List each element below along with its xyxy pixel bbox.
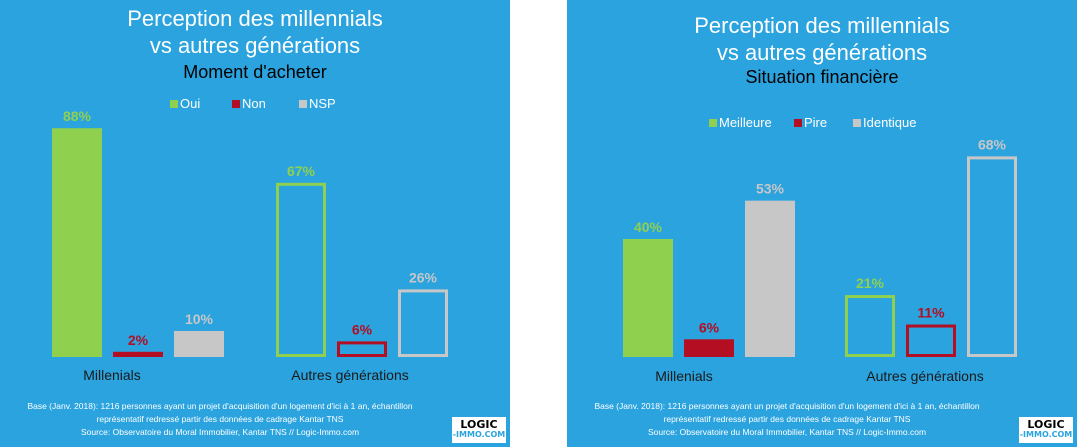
category-label-autres-generations: Autres générations xyxy=(866,368,984,384)
chart-title-line1: Perception des millennials xyxy=(694,13,950,38)
chart-panel-moment-acheter: Perception des millennials vs autres gén… xyxy=(0,0,510,447)
footnote-line: représentatif redressé partir des donnée… xyxy=(663,414,911,424)
legend-swatch-oui xyxy=(170,100,178,108)
footnote-line: représentatif redressé partir des donnée… xyxy=(96,414,344,424)
bar-autres-generations-pire xyxy=(906,324,956,357)
legend-swatch-nsp xyxy=(299,100,307,108)
category-label-millenials: Millenials xyxy=(655,368,713,384)
data-label-autres-generations-identique: 68% xyxy=(978,136,1007,152)
logic-immo-logo: LOGIC -IMMO.COM xyxy=(1019,417,1073,443)
bar-autres-generations-meilleure xyxy=(845,295,895,357)
footnote-line: Base (Janv. 2018): 1216 personnes ayant … xyxy=(594,401,980,411)
data-label-autres-generations-nsp: 26% xyxy=(409,269,438,285)
data-label-autres-generations-oui: 67% xyxy=(287,163,316,179)
data-label-millenials-nsp: 10% xyxy=(185,311,214,327)
legend-label-meilleure: Meilleure xyxy=(719,115,772,130)
bar-millenials-pire xyxy=(684,339,734,357)
chart-title-line2: vs autres générations xyxy=(149,33,361,58)
bar-autres-generations-oui xyxy=(276,182,326,357)
bar-autres-generations-non xyxy=(337,341,387,357)
chart-subtitle: Situation financière xyxy=(745,67,899,87)
data-label-millenials-meilleure: 40% xyxy=(634,219,663,235)
logo-text-line1: LOGIC xyxy=(460,418,498,431)
legend-label-non: Non xyxy=(242,96,266,111)
legend-swatch-identique xyxy=(853,119,861,127)
bar-chart-moment-acheter: Oui Non NSP 88% 2% 10% Millenials 67% 6% 26% Autre… xyxy=(52,96,448,383)
bar-millenials-meilleure xyxy=(623,239,673,357)
legend-label-identique: Identique xyxy=(863,115,917,130)
legend-label-pire: Pire xyxy=(804,115,827,130)
legend-label-oui: Oui xyxy=(180,96,200,111)
category-label-millenials: Millenials xyxy=(83,367,141,383)
bar-millenials-oui xyxy=(52,128,102,357)
logo-text-line1: LOGIC xyxy=(1027,418,1065,431)
bar-chart-situation-financiere: Meilleure Pire Identique 40% 6% 53% Millenials… xyxy=(623,115,1017,384)
bar-millenials-nsp xyxy=(174,331,224,357)
legend-swatch-non xyxy=(232,100,240,108)
bar-autres-generations-identique xyxy=(967,156,1017,357)
legend-swatch-pire xyxy=(794,119,802,127)
footnote: Base (Janv. 2018): 1216 personnes ayant … xyxy=(10,400,430,439)
category-label-autres-generations: Autres générations xyxy=(291,367,409,383)
footnote-line: Base (Janv. 2018): 1216 personnes ayant … xyxy=(27,401,413,411)
footnote-line: Source: Observatoire du Moral Immobilier… xyxy=(80,427,360,437)
footnote-line: Source: Observatoire du Moral Immobilier… xyxy=(647,427,927,437)
chart-title-line1: Perception des millennials xyxy=(127,6,383,31)
bar-millenials-identique xyxy=(745,200,795,357)
chart-subtitle: Moment d'acheter xyxy=(183,62,327,82)
legend-swatch-meilleure xyxy=(709,119,717,127)
data-label-millenials-pire: 6% xyxy=(699,319,720,335)
chart-title-line2: vs autres générations xyxy=(716,40,928,65)
data-label-millenials-oui: 88% xyxy=(63,108,92,124)
data-label-millenials-identique: 53% xyxy=(756,181,785,197)
data-label-autres-generations-meilleure: 21% xyxy=(856,275,885,291)
bar-millenials-non xyxy=(113,351,163,357)
bar-autres-generations-nsp xyxy=(398,289,448,357)
data-label-millenials-non: 2% xyxy=(128,332,149,348)
logo-text-line2: -IMMO.COM xyxy=(1019,430,1073,439)
chart-panel-situation-financiere: Perception des millennials vs autres gén… xyxy=(567,0,1077,447)
footnote: Base (Janv. 2018): 1216 personnes ayant … xyxy=(577,400,997,439)
data-label-autres-generations-non: 6% xyxy=(352,321,373,337)
data-label-autres-generations-pire: 11% xyxy=(917,305,945,321)
logo-text-line2: -IMMO.COM xyxy=(452,430,506,439)
logic-immo-logo: LOGIC -IMMO.COM xyxy=(452,417,506,443)
legend-label-nsp: NSP xyxy=(309,96,336,111)
